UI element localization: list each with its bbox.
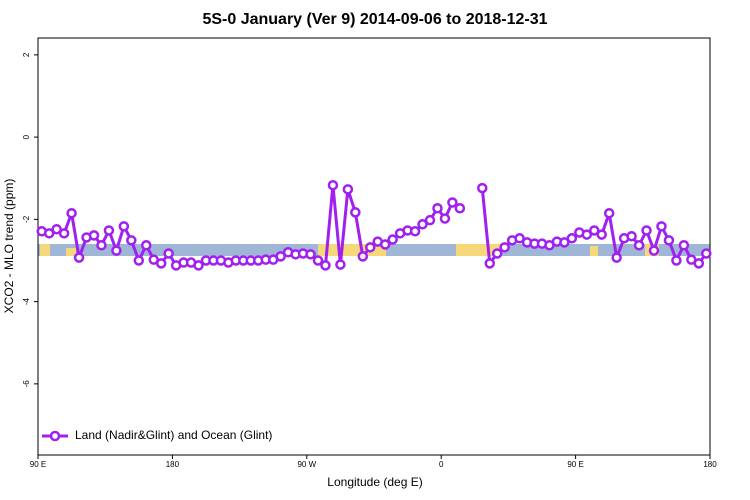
y-tick-label: -2 bbox=[22, 215, 31, 223]
point bbox=[320, 260, 331, 271]
point bbox=[671, 255, 682, 266]
point bbox=[43, 228, 55, 239]
point bbox=[126, 235, 137, 246]
point bbox=[379, 239, 391, 250]
point bbox=[305, 249, 316, 260]
y-tick-label: -4 bbox=[22, 298, 31, 306]
point bbox=[447, 197, 458, 208]
point bbox=[566, 233, 578, 244]
point bbox=[73, 252, 85, 263]
point bbox=[141, 240, 152, 251]
y-axis-label: XCO2 - MLO trend (ppm) bbox=[2, 179, 16, 314]
point bbox=[641, 225, 652, 236]
point bbox=[155, 258, 167, 269]
point bbox=[603, 207, 615, 219]
point bbox=[693, 258, 705, 269]
y-tick-label: 2 bbox=[22, 52, 31, 57]
point bbox=[163, 248, 174, 259]
x-tick-label: 180 bbox=[166, 460, 180, 469]
point bbox=[51, 223, 62, 235]
x-tick-label: 90 E bbox=[30, 460, 46, 469]
y-tick-label: 0 bbox=[22, 134, 31, 139]
point bbox=[581, 229, 593, 240]
x-tick-label: 90 W bbox=[297, 460, 316, 469]
point bbox=[484, 258, 495, 269]
legend-marker bbox=[49, 430, 61, 442]
point bbox=[499, 242, 510, 253]
point bbox=[656, 221, 667, 232]
point bbox=[118, 221, 130, 232]
point bbox=[596, 229, 607, 240]
legend-label: Land (Nadir&Glint) and Ocean (Glint) bbox=[75, 428, 272, 442]
x-axis-label: Longitude (deg E) bbox=[327, 475, 422, 489]
point bbox=[387, 234, 398, 245]
point bbox=[312, 255, 324, 266]
point bbox=[648, 245, 660, 256]
point bbox=[454, 203, 466, 214]
y-tick-label: -6 bbox=[22, 380, 31, 388]
point bbox=[678, 240, 690, 251]
point bbox=[701, 248, 712, 259]
point bbox=[559, 237, 570, 248]
point bbox=[342, 184, 354, 195]
point bbox=[626, 230, 637, 242]
point bbox=[417, 219, 428, 230]
plot-frame bbox=[37, 37, 711, 456]
point bbox=[491, 248, 503, 259]
point bbox=[589, 225, 600, 236]
point bbox=[633, 240, 645, 251]
point bbox=[327, 179, 339, 191]
point bbox=[275, 251, 286, 262]
point bbox=[193, 260, 204, 271]
x-tick-label: 90 E bbox=[567, 460, 583, 469]
point bbox=[409, 226, 421, 237]
point bbox=[611, 252, 622, 263]
point bbox=[96, 240, 107, 251]
x-tick-label: 0 bbox=[439, 460, 444, 469]
point bbox=[432, 203, 443, 214]
point bbox=[477, 182, 488, 194]
point bbox=[88, 230, 100, 241]
point bbox=[133, 255, 145, 266]
point bbox=[350, 207, 361, 218]
x-tick-label: 180 bbox=[703, 460, 717, 469]
point bbox=[103, 225, 115, 236]
point bbox=[514, 233, 525, 244]
point bbox=[66, 207, 77, 219]
point bbox=[663, 235, 675, 246]
chart-title: 5S-0 January (Ver 9) 2014-09-06 to 2018-… bbox=[202, 11, 547, 28]
point bbox=[111, 245, 122, 256]
point bbox=[365, 242, 376, 253]
point bbox=[357, 251, 369, 262]
point bbox=[424, 214, 436, 226]
point bbox=[335, 259, 346, 270]
point bbox=[58, 228, 70, 239]
point bbox=[439, 213, 451, 224]
